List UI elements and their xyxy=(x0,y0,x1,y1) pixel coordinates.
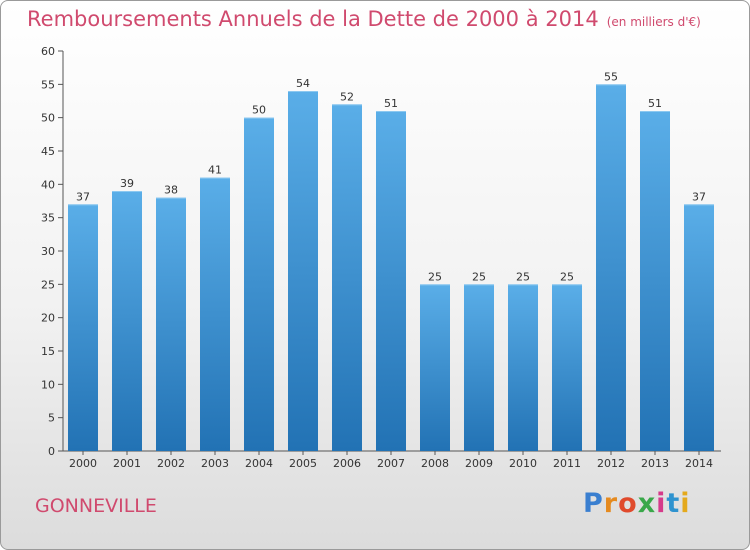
x-tick-label: 2014 xyxy=(685,457,713,470)
data-label: 55 xyxy=(604,70,618,83)
y-tick-label: 10 xyxy=(41,378,55,391)
data-label: 52 xyxy=(340,90,354,103)
bar xyxy=(376,111,406,451)
x-axis: 2000 2001 2002 2003 2004 2005 2006 2007 2008 2009… xyxy=(63,450,721,470)
y-tick-label: 60 xyxy=(41,45,55,58)
x-tick-label: 2006 xyxy=(333,457,361,470)
data-label: 37 xyxy=(692,190,706,203)
bar xyxy=(684,204,714,451)
bar xyxy=(464,284,494,451)
data-label: 39 xyxy=(120,177,134,190)
logo-letter: x xyxy=(637,488,657,519)
bar xyxy=(200,177,230,451)
data-label: 25 xyxy=(472,270,486,283)
logo-letter: r xyxy=(603,488,619,519)
x-tick-label: 2013 xyxy=(641,457,669,470)
logo-letter: i xyxy=(680,488,691,519)
bar xyxy=(112,191,142,451)
chart-unit-note: (en milliers d'€) xyxy=(606,15,701,29)
bar xyxy=(244,117,274,452)
x-tick-label: 2000 xyxy=(69,457,97,470)
place-name: GONNEVILLE xyxy=(35,495,157,517)
y-tick-label: 30 xyxy=(41,245,55,258)
proxiti-logo: Proxiti xyxy=(583,488,691,519)
y-tick-label: 50 xyxy=(41,112,55,125)
y-tick-label: 35 xyxy=(41,212,55,225)
data-label: 38 xyxy=(164,184,178,197)
y-axis: 0 5 10 15 20 25 30 35 40 45 50 55 60 xyxy=(41,45,64,458)
x-tick-label: 2012 xyxy=(597,457,625,470)
y-tick-label: 40 xyxy=(41,178,55,191)
x-tick-label: 2008 xyxy=(421,457,449,470)
bar xyxy=(596,84,626,451)
x-tick-label: 2010 xyxy=(509,457,537,470)
data-label: 37 xyxy=(76,190,90,203)
x-tick-label: 2005 xyxy=(289,457,317,470)
x-tick-label: 2004 xyxy=(245,457,273,470)
data-label: 51 xyxy=(648,97,662,110)
bar xyxy=(640,111,670,451)
bar xyxy=(68,204,98,451)
bar xyxy=(332,104,362,451)
data-label: 54 xyxy=(296,77,310,90)
y-tick-label: 15 xyxy=(41,345,55,358)
logo-letter: i xyxy=(656,488,667,519)
y-tick-label: 5 xyxy=(48,412,55,425)
y-tick-label: 55 xyxy=(41,78,55,91)
logo-letter: t xyxy=(666,488,681,519)
y-tick-label: 25 xyxy=(41,278,55,291)
data-label: 25 xyxy=(428,270,442,283)
data-label: 51 xyxy=(384,97,398,110)
x-tick-label: 2002 xyxy=(157,457,185,470)
x-tick-label: 2007 xyxy=(377,457,405,470)
x-tick-label: 2011 xyxy=(553,457,581,470)
x-tick-label: 2003 xyxy=(201,457,229,470)
y-tick-label: 0 xyxy=(48,445,55,458)
chart-title: Remboursements Annuels de la Dette de 20… xyxy=(27,7,599,31)
bars: 37 39 38 41 50 54 52 51 25 25 25 25 55 51 37 xyxy=(68,70,714,452)
x-tick-label: 2009 xyxy=(465,457,493,470)
bar xyxy=(552,284,582,451)
bar xyxy=(420,284,450,451)
logo-letter: o xyxy=(618,488,638,519)
logo-letter: P xyxy=(583,488,604,519)
title-line: Remboursements Annuels de la Dette de 20… xyxy=(27,7,701,31)
y-tick-label: 45 xyxy=(41,145,55,158)
bar xyxy=(508,284,538,451)
y-tick-label: 20 xyxy=(41,312,55,325)
x-tick-label: 2001 xyxy=(113,457,141,470)
data-label: 50 xyxy=(252,104,266,117)
bar xyxy=(156,197,186,451)
bar xyxy=(288,91,318,451)
data-label: 25 xyxy=(560,270,574,283)
data-label: 25 xyxy=(516,270,530,283)
data-label: 41 xyxy=(208,164,222,177)
